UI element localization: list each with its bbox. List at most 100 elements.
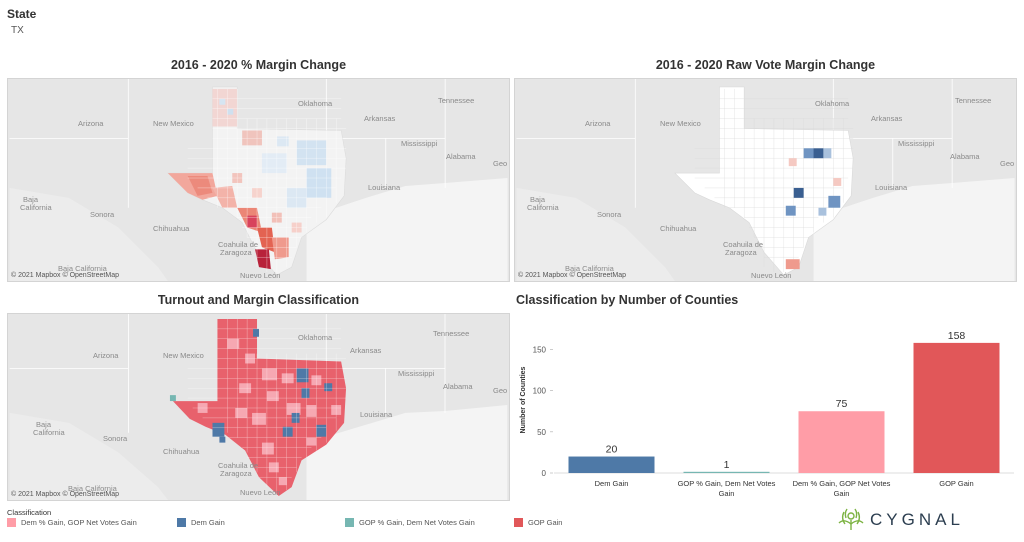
map-2-svg	[516, 79, 1015, 281]
legend-label: GOP % Gain, Dem Net Votes Gain	[359, 518, 475, 527]
bar-value-label: 20	[606, 444, 618, 456]
map-1-svg	[9, 79, 508, 281]
label-louisiana: Louisiana	[368, 183, 401, 192]
label-new-mexico: New Mexico	[153, 119, 194, 128]
legend-item[interactable]: GOP Gain	[514, 518, 562, 527]
legend-label: Dem % Gain, GOP Net Votes Gain	[21, 518, 137, 527]
legend-swatch	[177, 518, 186, 527]
label-louisiana: Louisiana	[875, 183, 908, 192]
label-baja-2: California	[527, 203, 559, 212]
legend-item[interactable]: Dem Gain	[177, 518, 225, 527]
label-baja-1: Baja	[36, 420, 52, 429]
cygnal-logo: CYGNAL	[836, 506, 966, 534]
cygnal-wordmark: CYGNAL	[870, 510, 964, 529]
label-georgia: Geo	[493, 386, 508, 395]
label-alabama: Alabama	[950, 152, 980, 161]
bar-dem-gain[interactable]	[568, 456, 655, 473]
label-chihuahua: Chihuahua	[660, 224, 697, 233]
label-chihuahua: Chihuahua	[153, 224, 190, 233]
texas-base	[172, 318, 347, 497]
turnout-title: Turnout and Margin Classification	[157, 293, 360, 307]
label-nuevo-leon: Nuevo León	[240, 488, 281, 497]
y-tick-label: 50	[537, 428, 546, 437]
legend-swatch	[7, 518, 16, 527]
x-category-label: Dem Gain	[595, 479, 629, 488]
label-coahuila-2: Zaragoza	[725, 248, 757, 257]
counties-bar-chart[interactable]: 0 50 100 150 Dem Gain GOP % Gain, Dem Net Vot…	[514, 315, 1017, 505]
label-georgia: Geo	[1000, 159, 1015, 168]
label-nuevo-leon: Nuevo León	[240, 271, 281, 280]
label-oklahoma: Oklahoma	[298, 333, 333, 342]
map-attribution[interactable]: © 2021 Mapbox © OpenStreetMap	[11, 272, 119, 279]
raw-vote-map[interactable]: Oklahoma Arkansas Tennessee Mississippi …	[514, 78, 1017, 282]
label-chihuahua: Chihuahua	[163, 447, 200, 456]
cygnal-logo-icon	[838, 508, 864, 530]
x-category-label: GOP Gain	[939, 479, 973, 488]
label-new-mexico: New Mexico	[660, 119, 701, 128]
bar-dem-gain-gop-net-votes-gain[interactable]	[798, 411, 885, 473]
label-baja-california: Baja California	[565, 264, 614, 273]
margin-change-map[interactable]: Oklahoma Arkansas Tennessee Mississippi …	[7, 78, 510, 282]
label-tennessee: Tennessee	[955, 96, 992, 105]
turnout-classification-map[interactable]: Oklahoma Arkansas Tennessee Mississippi …	[7, 313, 510, 501]
label-baja-1: Baja	[23, 195, 39, 204]
label-baja-california: Baja California	[58, 264, 107, 273]
label-alabama: Alabama	[443, 382, 473, 391]
label-mississippi: Mississippi	[898, 139, 935, 148]
legend-swatch	[514, 518, 523, 527]
label-tennessee: Tennessee	[438, 96, 475, 105]
label-coahuila-1: Coahuila de	[218, 240, 259, 249]
label-coahuila-1: Coahuila de	[218, 461, 259, 470]
bar-gop-gain[interactable]	[913, 342, 1000, 473]
label-sonora: Sonora	[597, 210, 622, 219]
label-sonora: Sonora	[90, 210, 115, 219]
map-attribution[interactable]: © 2021 Mapbox © OpenStreetMap	[518, 272, 626, 279]
label-alabama: Alabama	[446, 152, 476, 161]
label-coahuila-1: Coahuila de	[723, 240, 764, 249]
label-baja-2: California	[33, 428, 65, 437]
classification-legend: Classification Dem % Gain, GOP Net Votes…	[7, 508, 607, 538]
bar-chart-svg: 0 50 100 150 Dem Gain GOP % Gain, Dem Net Vot…	[520, 330, 1014, 498]
label-mississippi: Mississippi	[401, 139, 438, 148]
legend-title: Classification	[7, 508, 52, 517]
y-tick-label: 100	[533, 387, 547, 396]
label-tennessee: Tennessee	[433, 329, 470, 338]
label-arkansas: Arkansas	[350, 346, 382, 355]
x-category-label: Gain	[834, 489, 850, 498]
label-baja-1: Baja	[530, 195, 546, 204]
label-arkansas: Arkansas	[364, 114, 396, 123]
map-2-counties	[785, 148, 842, 270]
bar-value-label: 75	[836, 398, 848, 410]
label-baja-2: California	[20, 203, 52, 212]
margin-change-title: 2016 - 2020 % Margin Change	[170, 58, 347, 72]
raw-vote-title: 2016 - 2020 Raw Vote Margin Change	[655, 58, 876, 72]
label-oklahoma: Oklahoma	[815, 99, 850, 108]
y-tick-label: 150	[533, 345, 547, 354]
state-filter-value[interactable]: TX	[11, 25, 24, 36]
legend-label: Dem Gain	[191, 518, 225, 527]
x-category-label: Gain	[719, 489, 735, 498]
label-mississippi: Mississippi	[398, 369, 435, 378]
label-oklahoma: Oklahoma	[298, 99, 333, 108]
label-baja-california: Baja California	[68, 484, 117, 493]
x-category-label: Dem % Gain, GOP Net Votes	[793, 479, 891, 488]
map-attribution[interactable]: © 2021 Mapbox © OpenStreetMap	[11, 491, 119, 498]
y-tick-label: 0	[542, 469, 547, 478]
bar-gop-gain-dem-net-votes-gain[interactable]	[683, 471, 770, 473]
y-axis-title: Number of Counties	[520, 366, 527, 433]
legend-item[interactable]: GOP % Gain, Dem Net Votes Gain	[345, 518, 475, 527]
legend-item[interactable]: Dem % Gain, GOP Net Votes Gain	[7, 518, 137, 527]
label-new-mexico: New Mexico	[163, 351, 204, 360]
label-arizona: Arizona	[78, 119, 104, 128]
label-georgia: Geo	[493, 159, 508, 168]
map-3-svg	[9, 314, 508, 500]
label-coahuila-2: Zaragoza	[220, 469, 252, 478]
label-arizona: Arizona	[93, 351, 119, 360]
label-arkansas: Arkansas	[871, 114, 903, 123]
state-filter-label: State	[7, 7, 37, 21]
legend-swatch	[345, 518, 354, 527]
label-sonora: Sonora	[103, 434, 128, 443]
label-louisiana: Louisiana	[360, 410, 393, 419]
label-arizona: Arizona	[585, 119, 611, 128]
legend-label: GOP Gain	[528, 518, 563, 527]
